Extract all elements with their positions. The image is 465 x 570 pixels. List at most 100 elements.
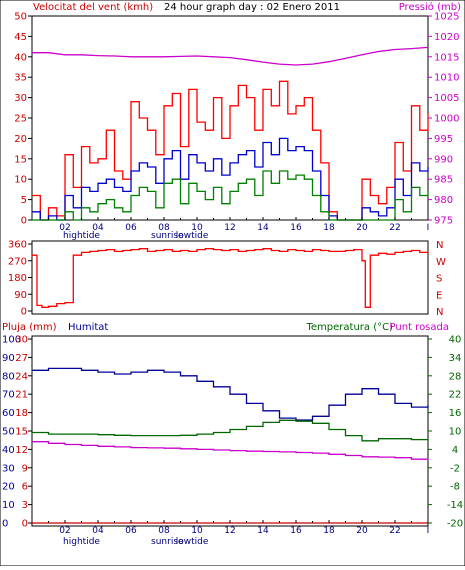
top-hour-tick-label: 04 bbox=[92, 223, 104, 233]
temperature-tick-label: 28 bbox=[449, 371, 462, 382]
top-hour-event-label: sunrise bbox=[151, 231, 184, 241]
temperature-tick-label: 40 bbox=[449, 335, 462, 346]
humidity-tick-label: 20 bbox=[2, 482, 15, 493]
humidity-tick-label: 100 bbox=[2, 335, 21, 346]
temperature-tick-label: -8 bbox=[450, 482, 460, 493]
top-hour-tick-label: 06 bbox=[125, 223, 137, 233]
wind-tick-label: 25 bbox=[14, 114, 27, 125]
dewpoint-series-line bbox=[32, 441, 429, 461]
pressure-tick-label: 975 bbox=[434, 216, 453, 227]
wind-tick-label: 50 bbox=[14, 12, 27, 23]
top-hour-tick-label: 20 bbox=[356, 223, 368, 233]
temperature-tick-label: 10 bbox=[449, 427, 462, 438]
rain-tick-label: 3 bbox=[22, 500, 28, 511]
temperature-tick-label: 4 bbox=[452, 445, 458, 456]
bottom-hour-tick-label: 02 bbox=[59, 526, 70, 536]
bottom-hour-event-label: sunrise bbox=[151, 537, 184, 547]
direction-tick-label: 90 bbox=[14, 290, 27, 301]
rain-tick-label: 6 bbox=[22, 482, 28, 493]
humidity-tick-label: 30 bbox=[2, 463, 15, 474]
humidity-tick-label: 40 bbox=[2, 445, 15, 456]
top-hour-tick-label: I bbox=[427, 223, 430, 233]
bottom-hour-tick-label: 18 bbox=[323, 526, 335, 536]
bottom-hour-tick-label: 14 bbox=[257, 526, 269, 536]
wind-gust-series-line bbox=[32, 80, 429, 221]
compass-label: S bbox=[436, 274, 442, 285]
humidity-tick-label: 90 bbox=[2, 353, 15, 364]
top-hour-tick-label: 10 bbox=[191, 223, 203, 233]
humidity-tick-label: 50 bbox=[2, 427, 15, 438]
wind-tick-label: 30 bbox=[14, 93, 27, 104]
temperature-tick-label: -2 bbox=[450, 463, 460, 474]
pressure-tick-label: 1005 bbox=[434, 93, 459, 104]
rain-tick-label: 27 bbox=[15, 353, 28, 364]
bottom-hour-event-label: lowtide bbox=[176, 537, 209, 547]
top-hour-tick-label: 16 bbox=[290, 223, 302, 233]
wind-tick-label: 0 bbox=[21, 216, 27, 227]
pressure-tick-label: 1010 bbox=[434, 73, 459, 84]
wind-tick-label: 10 bbox=[14, 175, 27, 186]
rain-tick-label: 30 bbox=[15, 335, 28, 346]
compass-label: N bbox=[436, 240, 443, 251]
rain-tick-label: 24 bbox=[15, 371, 28, 382]
wind-tick-label: 20 bbox=[14, 134, 27, 145]
bottom-hour-tick-label: 06 bbox=[125, 526, 137, 536]
pressure-tick-label: 1000 bbox=[434, 114, 459, 125]
wind-tick-label: 45 bbox=[14, 32, 27, 43]
rain-tick-label: 15 bbox=[15, 427, 28, 438]
direction-tick-label: 270 bbox=[8, 256, 27, 267]
wind-average-series-line bbox=[32, 137, 429, 221]
bottom-hour-tick-label: 22 bbox=[389, 526, 400, 536]
direction-tick-label: 0 bbox=[21, 307, 27, 318]
rain-tick-label: 0 bbox=[22, 519, 28, 530]
wind-low-series-line bbox=[32, 170, 429, 221]
temperature-axis-label: Temperatura (°C) bbox=[305, 322, 393, 333]
pressure-tick-label: 980 bbox=[434, 195, 453, 206]
temperature-tick-label: -14 bbox=[447, 500, 463, 511]
rain-tick-label: 21 bbox=[15, 390, 28, 401]
bottom-hour-tick-label: 04 bbox=[92, 526, 104, 536]
direction-tick-label: 180 bbox=[8, 273, 27, 284]
humidity-tick-label: 70 bbox=[2, 390, 15, 401]
bottom-hour-tick-label: 20 bbox=[356, 526, 368, 536]
bottom-hour-event-label: hightide bbox=[63, 537, 100, 547]
humidity-tick-label: 0 bbox=[2, 519, 8, 530]
top-hour-tick-label: 22 bbox=[389, 223, 400, 233]
wind-tick-label: 35 bbox=[14, 73, 27, 84]
bottom-hour-tick-label: 08 bbox=[158, 526, 170, 536]
temperature-series-line bbox=[32, 419, 429, 442]
compass-label: W bbox=[436, 257, 446, 268]
top-hour-event-label: hightide bbox=[63, 231, 100, 241]
top-hour-tick-label: 02 bbox=[59, 223, 70, 233]
temperature-tick-label: 16 bbox=[449, 408, 462, 419]
pressure-tick-label: 995 bbox=[434, 134, 453, 145]
pressure-tick-label: 985 bbox=[434, 175, 453, 186]
bottom-hour-tick-label: 10 bbox=[191, 526, 203, 536]
wind-tick-label: 5 bbox=[21, 195, 27, 206]
top-hour-tick-label: 08 bbox=[158, 223, 170, 233]
bottom-hour-tick-label: I bbox=[427, 526, 430, 536]
pressure-axis-label: Pressió (mb) bbox=[399, 1, 461, 13]
top-hour-tick-label: 14 bbox=[257, 223, 269, 233]
top-hour-tick-label: 18 bbox=[323, 223, 335, 233]
dewpoint-axis-label: Punt rosada bbox=[390, 322, 449, 333]
bottom-hour-tick-label: 16 bbox=[290, 526, 302, 536]
direction-tick-label: 360 bbox=[8, 240, 27, 251]
wind-direction-series-line bbox=[32, 248, 429, 308]
wind-tick-label: 15 bbox=[14, 154, 27, 165]
pressure-tick-label: 990 bbox=[434, 154, 453, 165]
wind-tick-label: 40 bbox=[14, 52, 27, 63]
humidity-series-line bbox=[32, 367, 429, 421]
temperature-tick-label: 22 bbox=[449, 390, 462, 401]
humidity-tick-label: 60 bbox=[2, 408, 15, 419]
rain-tick-label: 12 bbox=[15, 445, 28, 456]
pressure-series-line bbox=[32, 46, 429, 66]
compass-label: E bbox=[436, 290, 442, 301]
rain-tick-label: 9 bbox=[22, 463, 28, 474]
top-hour-event-label: lowtide bbox=[176, 231, 209, 241]
rain-axis-label: Pluja (mm) bbox=[2, 322, 57, 333]
temperature-tick-label: -20 bbox=[447, 519, 463, 530]
compass-label: N bbox=[436, 307, 443, 318]
rain-tick-label: 18 bbox=[15, 408, 28, 419]
humidity-tick-label: 80 bbox=[2, 371, 15, 382]
